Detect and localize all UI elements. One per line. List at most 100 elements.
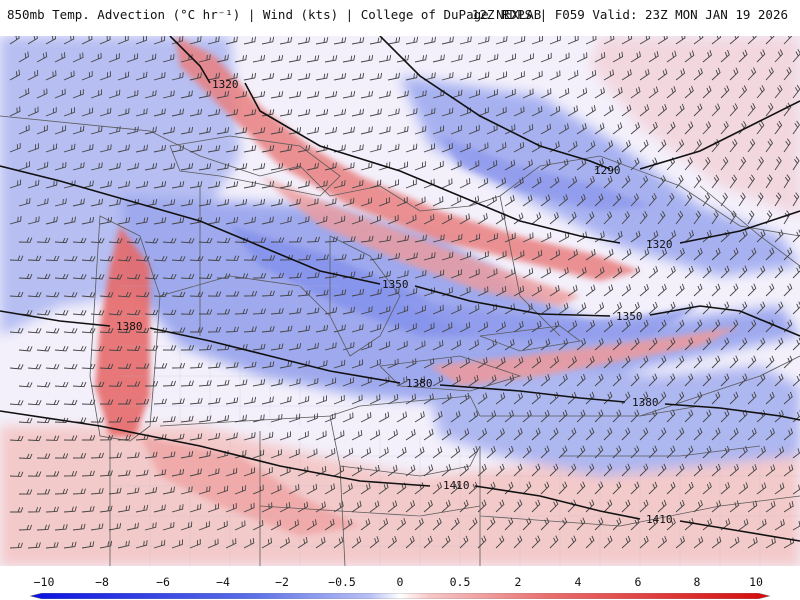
wind-barb xyxy=(297,73,311,81)
wind-barb xyxy=(774,482,785,495)
wind-barb xyxy=(432,304,444,315)
wind-barb xyxy=(135,71,148,81)
wind-barb xyxy=(486,339,497,351)
wind-barb xyxy=(360,341,373,351)
wind-barb xyxy=(18,88,30,99)
wind-barb xyxy=(108,523,122,531)
wind-barb xyxy=(297,180,310,189)
wind-barb xyxy=(36,88,48,99)
wind-barb xyxy=(180,380,194,387)
wind-barb xyxy=(567,320,578,333)
wind-barb xyxy=(198,199,212,207)
wind-barb xyxy=(414,517,424,531)
wind-barb xyxy=(270,272,285,279)
wind-barb xyxy=(108,53,120,63)
wind-barb xyxy=(63,363,78,370)
wind-barb xyxy=(369,465,380,477)
wind-barb xyxy=(279,109,293,117)
wind-barb xyxy=(666,192,675,207)
wind-barb xyxy=(513,141,525,153)
wind-barb xyxy=(207,108,221,117)
wind-barb xyxy=(468,233,481,243)
wind-barb xyxy=(306,377,319,387)
wind-barb xyxy=(621,355,631,369)
wind-barb xyxy=(252,198,266,207)
wind-barb xyxy=(657,463,667,477)
wind-barb xyxy=(99,144,112,153)
wind-barb xyxy=(648,409,658,423)
wind-barb xyxy=(36,273,51,280)
wind-barb xyxy=(270,237,285,243)
wind-barb xyxy=(720,121,729,135)
wind-barb xyxy=(765,464,776,477)
wind-barb xyxy=(252,379,266,387)
wind-barb xyxy=(261,109,275,117)
wind-barb xyxy=(531,285,542,297)
wind-barb xyxy=(18,273,33,280)
wind-barb xyxy=(45,399,60,406)
model-valid-time: 12Z RDPS | F059 Valid: 23Z MON JAN 19 20… xyxy=(471,7,788,22)
wind-barb xyxy=(756,482,767,495)
wind-barb xyxy=(639,427,649,441)
wind-barb xyxy=(522,194,533,207)
wind-barb xyxy=(27,69,39,81)
wind-barb xyxy=(594,51,606,63)
wind-barb xyxy=(738,518,749,531)
wind-barb xyxy=(54,273,69,280)
wind-barb xyxy=(693,499,703,513)
wind-barb xyxy=(126,274,141,280)
contour-label: 1320 xyxy=(212,78,239,91)
wind-barb xyxy=(198,273,213,279)
wind-barb xyxy=(225,502,237,513)
wind-barb xyxy=(234,520,246,531)
wind-barb xyxy=(432,234,445,243)
wind-barb xyxy=(675,391,685,405)
wind-barb xyxy=(153,255,168,262)
wind-barb xyxy=(711,36,722,45)
wind-barb xyxy=(27,36,38,45)
wind-barb xyxy=(396,518,407,531)
wind-barb xyxy=(684,337,694,351)
wind-barb xyxy=(558,373,568,387)
wind-barb xyxy=(666,265,676,279)
wind-barb xyxy=(378,518,389,531)
contour-labels: 1290 1320 1320 1350 1350 1380 1380 1380 … xyxy=(116,78,673,526)
wind-barb xyxy=(513,321,524,333)
wind-barb xyxy=(153,144,167,153)
wind-barb xyxy=(81,144,94,153)
wind-barb xyxy=(171,433,185,441)
wind-barb xyxy=(675,536,686,549)
colorbar-label: 0.5 xyxy=(449,575,471,589)
wind-barb xyxy=(144,487,158,495)
wind-barb xyxy=(117,434,131,441)
wind-barb xyxy=(81,505,95,513)
colorbar-label: 4 xyxy=(574,575,582,589)
wind-barb xyxy=(738,49,748,63)
wind-barb xyxy=(657,283,667,297)
wind-barb xyxy=(126,381,141,387)
wind-barb xyxy=(693,103,703,117)
wind-barb xyxy=(414,54,427,63)
wind-barb xyxy=(738,85,748,99)
wind-barb xyxy=(342,483,353,495)
wind-barb xyxy=(9,435,24,442)
wind-barb xyxy=(171,181,185,189)
wind-barb xyxy=(774,229,784,243)
wind-barb xyxy=(414,446,425,459)
contour-label: 1380 xyxy=(406,377,433,390)
wind-barb xyxy=(567,427,577,441)
wind-barb xyxy=(405,535,415,549)
wind-barb xyxy=(567,105,578,117)
wind-barb xyxy=(180,90,193,99)
wind-barb xyxy=(333,536,344,549)
wind-barb xyxy=(72,523,86,531)
wind-barb xyxy=(27,143,39,153)
wind-barb xyxy=(261,431,274,441)
wind-barb xyxy=(351,500,362,513)
wind-barb xyxy=(576,338,587,351)
wind-barb xyxy=(117,217,131,225)
wind-barb xyxy=(495,177,506,189)
wind-barb xyxy=(414,340,426,351)
wind-barb xyxy=(9,327,24,334)
wind-barb xyxy=(693,463,703,477)
